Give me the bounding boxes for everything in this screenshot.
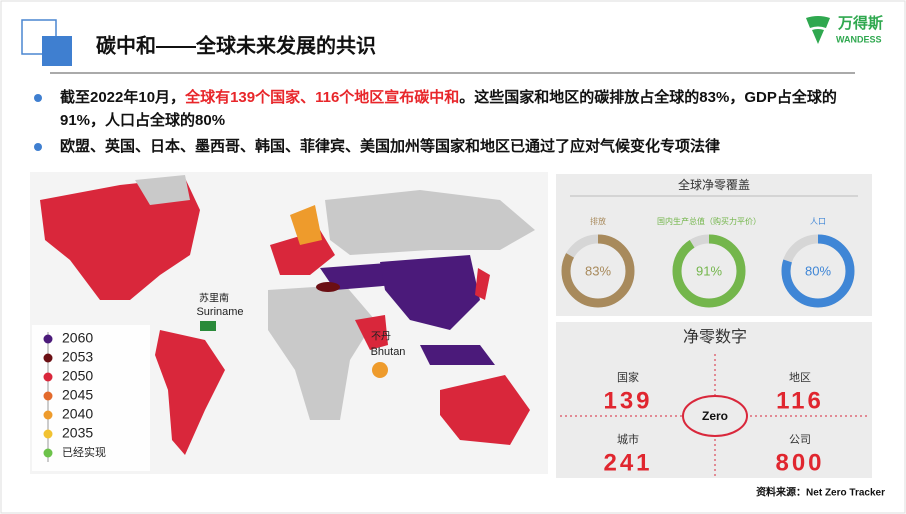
legend-dot: [43, 353, 53, 363]
number-value: 241: [603, 449, 652, 476]
zero-ring: [682, 395, 748, 437]
legend-dot: [43, 410, 53, 420]
deco-square: [42, 36, 72, 66]
land: [420, 345, 495, 365]
land: [320, 262, 400, 290]
place-label: Suriname: [196, 306, 243, 318]
bullet: 欧盟、英国、日本、墨西哥、韩国、菲律宾、美国加州等国家和地区已通过了应对气候变化…: [34, 135, 864, 158]
coverage-panel: [556, 174, 872, 316]
legend-dot: [43, 448, 53, 458]
place-label: Bhutan: [371, 346, 406, 358]
legend-label: 2060: [62, 330, 93, 346]
legend-label: 2050: [62, 368, 93, 384]
bullet-text: 截至2022年10月，: [60, 89, 186, 106]
donut-arc: [672, 234, 746, 308]
zero-label: Zero: [702, 409, 728, 423]
donut-arc: [781, 234, 855, 308]
flag-suriname: [200, 321, 216, 331]
land: [380, 255, 480, 330]
legend-label: 2045: [62, 387, 93, 403]
land: [40, 178, 200, 300]
land: [135, 175, 190, 205]
number-value: 800: [775, 449, 824, 476]
bullets: 截至2022年10月，全球有139个国家、116个地区宣布碳中和。这些国家和地区…: [34, 86, 864, 161]
number-value: 116: [776, 387, 824, 414]
bullet-text: 全球有139个国家、116个地区宣布碳中和: [185, 89, 460, 106]
number-label: 地区: [789, 371, 811, 384]
donut-arc: [561, 234, 635, 308]
logo: 万得斯 WANDESS: [806, 14, 883, 44]
legend-label: 2040: [62, 406, 93, 422]
legend-dot: [43, 334, 53, 344]
place-label: 苏里南: [199, 292, 229, 305]
logo-name: 万得斯: [837, 14, 883, 32]
legend-label: 2053: [62, 349, 93, 365]
land: [268, 285, 375, 420]
legend-label: 已经实现: [62, 445, 106, 459]
world-map: [40, 175, 535, 455]
coverage-title: 全球净零覆盖: [678, 177, 750, 192]
donut-label: 国内生产总值（购买力平价）: [657, 216, 761, 226]
donut-value: 91%: [696, 263, 722, 278]
legend-dot: [43, 372, 53, 382]
number-label: 城市: [617, 432, 639, 446]
donut-label: 人口: [810, 217, 826, 226]
bullet-text: 。这些国家和地区的碳排放占全球的83%，GDP占全球的91%，人口占全球的80%: [60, 89, 837, 129]
logo-sub: WANDESS: [836, 34, 882, 44]
number-label: 公司: [789, 434, 811, 446]
donut-label: 排放: [590, 216, 606, 226]
donut-value: 83%: [585, 263, 611, 278]
land: [355, 315, 388, 350]
bullet: 截至2022年10月，全球有139个国家、116个地区宣布碳中和。这些国家和地区…: [34, 86, 864, 132]
flag-bhutan: [372, 362, 388, 378]
land: [290, 205, 322, 245]
number-value: 139: [603, 387, 652, 414]
source: 资料来源：Net Zero Tracker: [756, 486, 885, 499]
place-label: 不丹: [371, 331, 391, 343]
bullet-text: 欧盟、英国、日本、墨西哥、韩国、菲律宾、美国加州等国家和地区已通过了应对气候变化…: [60, 138, 721, 155]
numbers-title: 净零数字: [683, 328, 747, 346]
land: [316, 282, 340, 292]
land: [440, 375, 530, 445]
legend-label: 2035: [62, 425, 93, 441]
title: 碳中和——全球未来发展的共识: [96, 33, 376, 57]
land: [475, 268, 490, 300]
number-label: 国家: [617, 370, 639, 384]
legend-dot: [43, 391, 53, 401]
land: [155, 330, 225, 455]
land: [270, 230, 335, 275]
legend-dot: [43, 429, 53, 439]
land: [325, 190, 535, 255]
donut-value: 80%: [805, 263, 831, 278]
logo-mark: [806, 16, 830, 44]
